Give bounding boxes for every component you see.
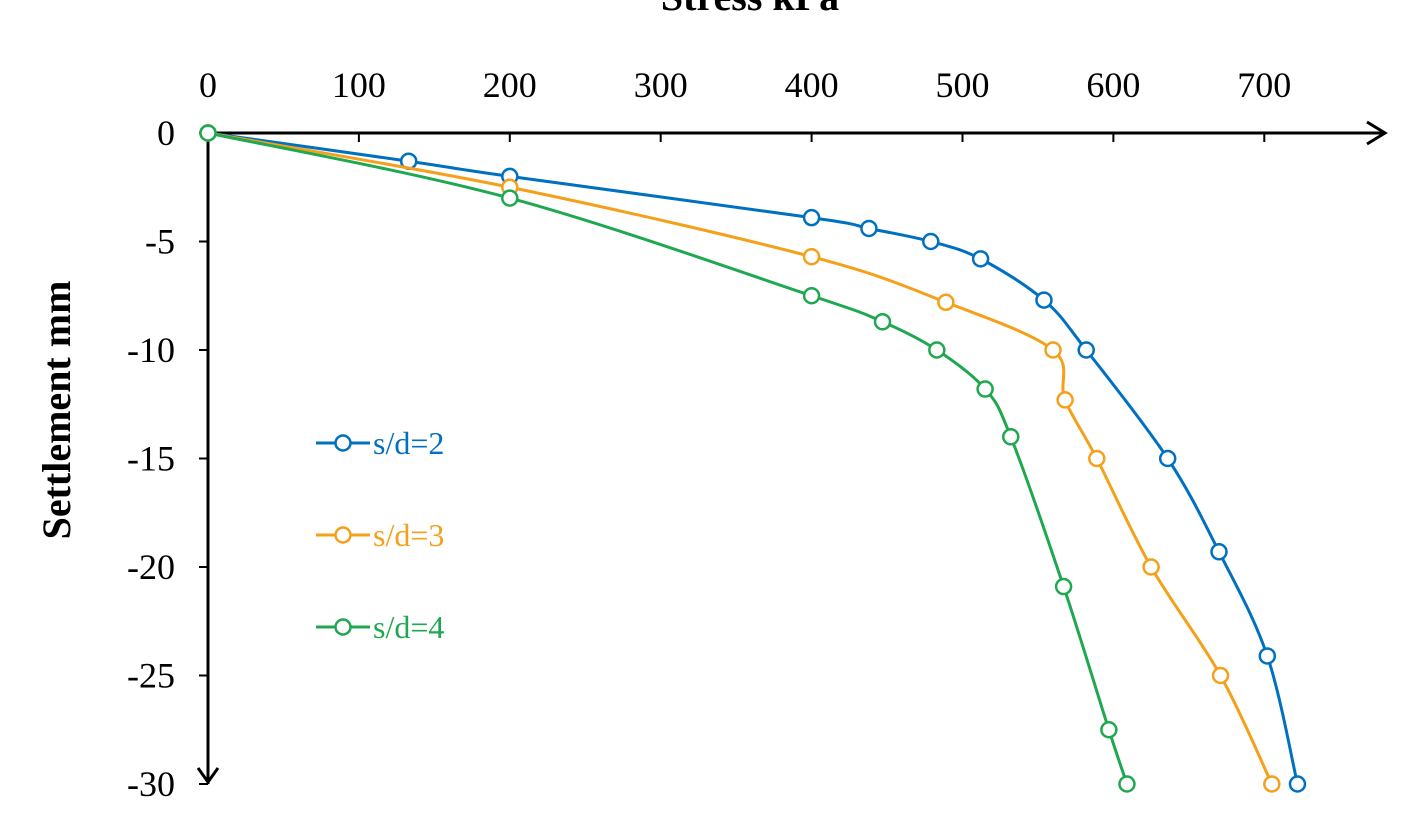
- legend-marker: [334, 526, 352, 544]
- y-tick-label: -5: [145, 222, 175, 262]
- data-point: [860, 219, 878, 238]
- x-tick-label: 600: [1086, 65, 1140, 105]
- x-tick-label: 700: [1237, 65, 1291, 105]
- x-tick-label: 200: [483, 65, 537, 105]
- x-tick-label: 500: [935, 65, 989, 105]
- data-point: [928, 341, 946, 359]
- data-point: [1210, 543, 1228, 561]
- x-tick-label: 100: [332, 65, 386, 105]
- y-tick-label: -30: [127, 764, 175, 804]
- y-tick-label: 0: [157, 113, 175, 153]
- data-point: [1044, 341, 1062, 359]
- y-axis-title: Settlement mm: [34, 281, 79, 540]
- data-point: [1158, 449, 1177, 468]
- y-axis-arrow: [196, 767, 220, 785]
- x-tick-label: 400: [785, 65, 839, 105]
- data-point: [976, 380, 994, 398]
- data-point: [1056, 391, 1074, 409]
- y-tick-label: -10: [127, 330, 175, 370]
- series-line: [207, 131, 1129, 785]
- x-tick-label: 0: [199, 65, 217, 105]
- data-point: [1002, 428, 1020, 446]
- y-tick-label: -20: [127, 547, 175, 587]
- data-point: [802, 208, 821, 227]
- x-tick-label: 300: [634, 65, 688, 105]
- data-point: [971, 250, 990, 268]
- chart-title: Stress kPa: [661, 0, 839, 19]
- data-point: [1118, 775, 1136, 793]
- data-point: [1088, 449, 1106, 468]
- data-point: [1263, 775, 1281, 793]
- legend-label: s/d=2: [373, 425, 444, 461]
- legend-marker: [334, 434, 352, 452]
- series-line: [207, 131, 1274, 785]
- legend-label: s/d=4: [373, 609, 444, 645]
- data-point: [1077, 341, 1095, 359]
- data-point: [1211, 666, 1230, 685]
- data-point: [1035, 291, 1053, 309]
- data-point: [1100, 721, 1118, 739]
- data-point: [1288, 775, 1307, 793]
- data-point: [1054, 577, 1073, 596]
- x-axis-arrow: [1366, 120, 1388, 146]
- y-tick-label: -15: [127, 439, 175, 479]
- data-point: [1258, 647, 1277, 665]
- legend-label: s/d=3: [373, 517, 444, 553]
- data-point: [873, 313, 892, 331]
- data-point: [802, 287, 821, 305]
- series-line: [207, 131, 1299, 785]
- y-tick-label: -25: [127, 656, 175, 696]
- data-point: [199, 124, 217, 142]
- data-point: [922, 232, 940, 251]
- data-point: [1142, 558, 1160, 576]
- legend-marker: [334, 618, 352, 636]
- data-point: [937, 293, 955, 312]
- data-point: [501, 189, 519, 207]
- data-point: [802, 247, 821, 266]
